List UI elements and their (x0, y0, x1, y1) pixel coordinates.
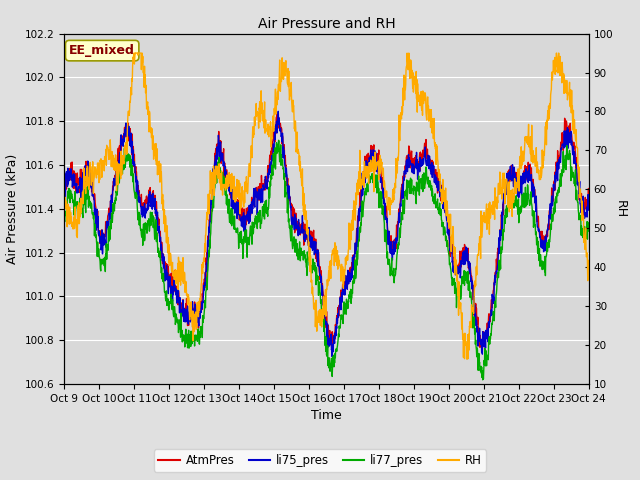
li77_pres (294, 246, 301, 252)
li75_pres (328, 354, 336, 360)
Line: li75_pres: li75_pres (64, 111, 589, 357)
X-axis label: Time: Time (311, 409, 342, 422)
RH (100, 154, 108, 159)
Title: Air Pressure and RH: Air Pressure and RH (257, 17, 396, 31)
li75_pres (360, 186, 367, 192)
RH (585, 257, 593, 263)
li75_pres (585, 207, 593, 213)
Line: li77_pres: li77_pres (64, 140, 589, 380)
li75_pres (283, 172, 291, 178)
Line: RH: RH (64, 53, 589, 359)
AtmPres (122, 124, 130, 130)
RH (130, 50, 138, 56)
AtmPres (60, 182, 68, 188)
li77_pres (479, 377, 486, 383)
li77_pres (303, 249, 311, 255)
li75_pres (60, 195, 68, 201)
li77_pres (283, 192, 291, 198)
li77_pres (585, 221, 593, 227)
RH (294, 146, 301, 152)
li77_pres (122, 157, 130, 163)
RH (60, 208, 68, 214)
Y-axis label: Air Pressure (kPa): Air Pressure (kPa) (6, 154, 19, 264)
li75_pres (122, 120, 130, 126)
li77_pres (275, 137, 282, 143)
li77_pres (359, 207, 367, 213)
AtmPres (100, 232, 108, 238)
li75_pres (303, 223, 311, 228)
AtmPres (359, 175, 367, 180)
li75_pres (294, 223, 301, 228)
li75_pres (100, 240, 108, 246)
RH (303, 231, 311, 237)
Legend: AtmPres, li75_pres, li77_pres, RH: AtmPres, li75_pres, li77_pres, RH (154, 449, 486, 472)
AtmPres (283, 182, 291, 188)
RH (122, 144, 130, 150)
AtmPres (294, 225, 301, 230)
li77_pres (60, 217, 68, 223)
RH (463, 356, 471, 362)
li77_pres (100, 254, 108, 260)
AtmPres (478, 346, 486, 352)
RH (359, 179, 367, 184)
AtmPres (273, 111, 281, 117)
Text: EE_mixed: EE_mixed (69, 44, 135, 57)
li75_pres (275, 108, 282, 114)
Y-axis label: RH: RH (614, 200, 627, 218)
AtmPres (303, 236, 311, 241)
RH (283, 73, 291, 79)
AtmPres (585, 197, 593, 203)
Line: AtmPres: AtmPres (64, 114, 589, 349)
